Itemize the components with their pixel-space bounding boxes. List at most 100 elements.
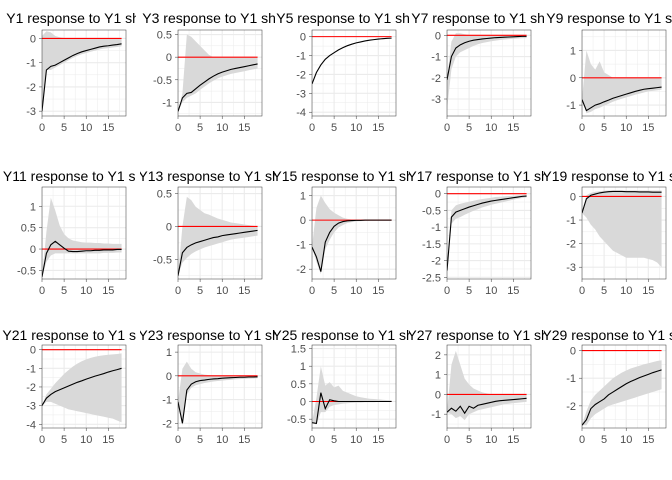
x-tick-label: 15 [102,434,114,446]
y-tick-label: 1 [166,347,172,359]
x-tick-label: 10 [350,434,362,446]
x-tick-label: 5 [466,434,472,446]
y-tick-label: -0.5 [287,414,306,426]
response-line [312,37,392,85]
y-tick-label: 0 [570,191,576,203]
irf-panel: 0 5 10 15 0.5 0 -0.5 -1 Y3 response to Y1 shock [142,10,276,134]
x-tick-label: 5 [466,122,472,134]
panel-title: Y5 response to Y1 shock [276,10,432,26]
x-tick-label: 0 [444,434,450,446]
x-tick-label: 5 [61,285,67,297]
y-tick-label: -1 [296,240,306,252]
y-tick-label: 0.5 [157,189,172,201]
response-line [312,392,392,425]
confidence-band [42,31,122,112]
irf-panel: 0 5 10 15 0 -1 -2 -3 -4 Y5 response to Y1 shock [276,10,432,134]
response-line [178,229,258,276]
panel-border [177,344,263,429]
y-tick-label: -1 [566,373,576,385]
response-line [447,397,527,415]
y-tick-label: -0.5 [153,254,172,266]
panel-title: Y17 response to Y1 shock [407,168,571,184]
x-tick-label: 10 [80,285,92,297]
confidence-band [178,196,258,276]
y-tick-label: -1 [162,395,172,407]
x-tick-label: 10 [80,434,92,446]
x-tick-label: 10 [216,122,228,134]
y-tick-label: -0.5 [17,265,36,277]
y-tick-label: 0 [435,189,441,201]
y-tick-label: 0.5 [157,30,172,42]
confidence-band [447,33,527,110]
x-tick-label: 10 [620,285,632,297]
y-tick-label: 2 [435,350,441,362]
x-tick-label: 5 [197,122,203,134]
y-tick-label: -2 [566,239,576,251]
y-tick-label: 0 [300,215,306,227]
response-line [42,240,122,277]
panel-border [446,344,532,429]
x-tick-label: 15 [238,285,250,297]
x-tick-label: 0 [444,122,450,134]
x-tick-label: 5 [601,285,607,297]
confidence-band [42,197,122,277]
panel-border [311,186,397,280]
y-tick-label: 1 [300,191,306,203]
x-tick-label: 0 [579,285,585,297]
x-tick-label: 5 [466,285,472,297]
y-tick-label: -3 [431,94,441,106]
x-tick-label: 10 [620,434,632,446]
x-tick-label: 15 [642,434,654,446]
panel-title: Y25 response to Y1 shock [272,327,436,343]
panel-border [446,29,532,117]
panel-border [581,29,667,117]
y-tick-label: 0 [166,52,172,64]
x-tick-label: 5 [331,122,337,134]
confidence-band [447,350,527,421]
x-tick-label: 10 [350,122,362,134]
x-tick-label: 0 [579,122,585,134]
y-tick-label: 0 [435,389,441,401]
x-tick-label: 15 [238,122,250,134]
response-line [447,35,527,81]
y-tick-label: -4 [296,107,306,119]
irf-panel: 0 5 10 15 0 -1 -2 -3 Y1 response to Y1 shock [6,10,136,134]
panel-border [177,29,263,117]
y-tick-label: -1 [431,52,441,64]
x-tick-label: 0 [175,285,181,297]
confidence-band [42,353,122,423]
y-tick-label: -3 [26,106,36,118]
y-tick-label: 0.5 [291,379,306,391]
y-tick-label: -2 [296,69,306,81]
y-tick-label: 1 [30,201,36,213]
x-tick-label: 10 [485,285,497,297]
y-tick-label: 0 [570,346,576,358]
y-tick-label: 0 [300,32,306,44]
response-line [178,63,258,112]
panel-border [581,344,667,429]
y-tick-label: -1 [162,97,172,109]
x-tick-label: 15 [102,122,114,134]
y-tick-label: -2.5 [422,272,441,284]
panel-border [177,186,263,280]
confidence-band [582,50,662,114]
y-tick-label: -4 [26,419,36,431]
panel-background [312,30,396,116]
x-tick-label: 0 [444,285,450,297]
panel-title: Y19 response to Y1 shock [542,168,672,184]
confidence-band [178,34,258,112]
irf-panel: 0 5 10 15 0.5 0 -0.5 Y13 response to Y1 shock [140,168,276,297]
y-tick-label: -2 [431,256,441,268]
panel-border [446,186,532,280]
x-tick-label: 15 [642,122,654,134]
x-tick-label: 15 [642,285,654,297]
irf-panel: 0 5 10 15 0 -1 -2 -3 Y7 response to Y1 shock [411,10,545,134]
y-tick-label: -2 [162,418,172,430]
x-tick-label: 15 [238,434,250,446]
x-tick-label: 15 [372,122,384,134]
x-tick-label: 10 [80,122,92,134]
